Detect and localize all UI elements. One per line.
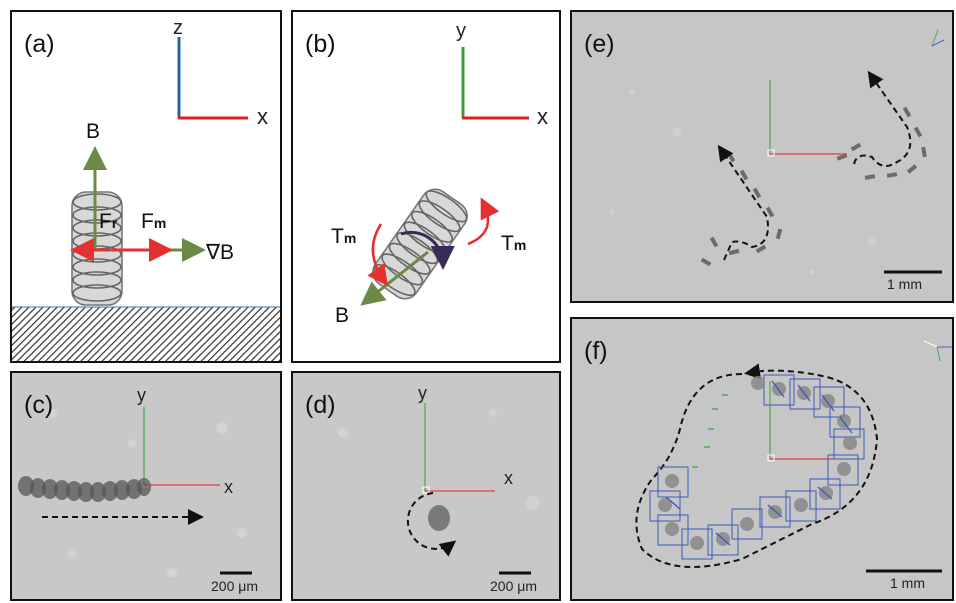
panel-a-label: (a)	[24, 30, 55, 58]
robot-positions-left	[700, 151, 783, 267]
torque-right-arrow	[467, 197, 500, 246]
b-vector-label: B	[335, 304, 350, 327]
rotation-arrow	[400, 230, 455, 270]
closed-trajectory	[635, 363, 879, 568]
panel-f-drawing	[635, 340, 952, 573]
rotation-direction-arrow	[406, 492, 457, 557]
panel-c-drawing	[18, 407, 252, 578]
trajectory-left	[717, 144, 769, 261]
panel-d-y-label: y	[418, 383, 427, 403]
panel-c-label: (c)	[24, 391, 54, 419]
panel-f-scale-label: 1 mm	[890, 575, 925, 591]
panel-f: (f) 1 mm	[570, 317, 954, 601]
panel-e: (e) 1 mm	[570, 10, 954, 303]
torque-right-label: Tm	[501, 232, 527, 255]
panel-b-y-label: y	[456, 20, 466, 42]
restoring-force-label: Fr	[99, 210, 118, 233]
torque-left-arrow	[367, 223, 389, 287]
panel-d-scale-label: 200 μm	[490, 578, 537, 594]
panel-c-y-label: y	[137, 385, 146, 405]
panel-b: (b) y x Tm Tm B	[291, 10, 561, 363]
trajectory-right	[853, 70, 912, 167]
panel-e-label: (e)	[584, 30, 615, 58]
panel-d-label: (d)	[305, 391, 336, 419]
orientation-ticks	[665, 380, 853, 546]
gradient-b-label: ∇B	[206, 241, 235, 264]
substrate	[12, 307, 280, 361]
panel-c-scale-label: 200 μm	[211, 578, 258, 594]
panel-d: (d) y x 200 μm	[291, 371, 561, 601]
b-vector-label: B	[86, 120, 101, 143]
panel-a-drawing	[12, 37, 280, 361]
panel-f-label: (f)	[584, 337, 608, 365]
torque-left-label: Tm	[331, 225, 357, 248]
panel-b-drawing	[360, 47, 529, 306]
panel-b-label: (b)	[305, 30, 336, 58]
panel-d-drawing	[338, 403, 540, 575]
panel-b-x-label: x	[537, 104, 548, 129]
panel-a: (a) z x B Fr Fm ∇B	[10, 10, 282, 363]
panel-c-x-label: x	[224, 477, 233, 497]
robot-trail	[18, 476, 151, 502]
panel-e-drawing	[609, 29, 945, 275]
b-field-arrow	[360, 250, 429, 306]
robot-blob	[428, 505, 450, 531]
panel-a-x-label: x	[257, 104, 268, 129]
magnetic-force-label: Fm	[141, 210, 167, 233]
panel-a-z-label: z	[173, 17, 183, 39]
robot-positions-right	[836, 106, 927, 180]
green-orientation-marks	[692, 394, 728, 468]
panel-d-x-label: x	[504, 468, 513, 488]
panel-e-scale-label: 1 mm	[887, 276, 922, 292]
panel-c: (c) y x 200 μm	[10, 371, 282, 601]
